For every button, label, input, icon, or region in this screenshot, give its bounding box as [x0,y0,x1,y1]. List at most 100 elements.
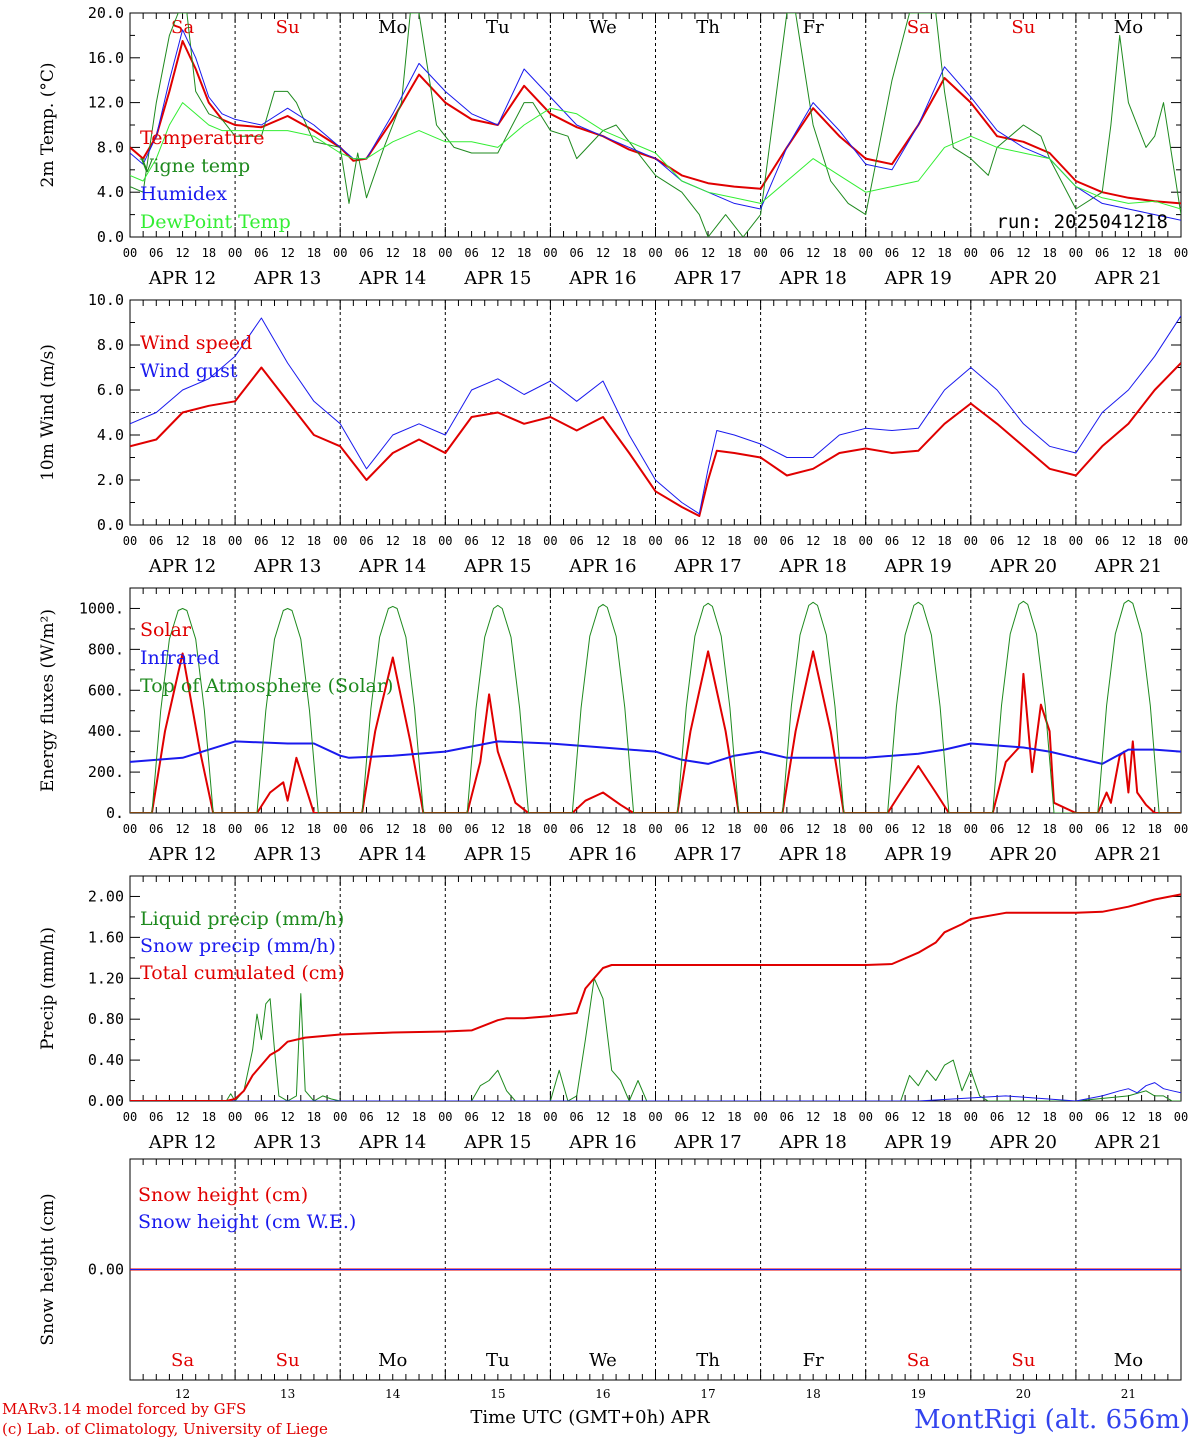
day-of-week-label: Su [276,1350,300,1371]
hour-tick-label: 18 [307,246,321,260]
date-label: APR 18 [779,844,847,865]
date-label: APR 17 [673,268,741,289]
hour-tick-label: 12 [280,822,294,836]
hour-tick-label: 18 [1147,822,1161,836]
hour-tick-label: 06 [149,1110,163,1124]
run-label: run: 2025041218 [996,211,1168,233]
hour-tick-label: 00 [1069,246,1083,260]
legend-entry: Wind gust [140,360,238,382]
date-label: APR 15 [463,1132,531,1153]
hour-tick-label: 06 [990,534,1004,548]
date-label: APR 16 [568,844,636,865]
y-tick-label: 8.0 [97,336,124,354]
day-of-week-label: Th [696,17,720,38]
hour-tick-label: 00 [438,822,452,836]
hour-tick-label: 06 [254,822,268,836]
hour-tick-label: 12 [701,1110,715,1124]
hour-tick-label: 06 [885,1110,899,1124]
hour-tick-label: 00 [333,1110,347,1124]
hour-tick-label: 18 [517,822,531,836]
hour-tick-label: 00 [1069,534,1083,548]
date-label: APR 14 [358,268,426,289]
date-label: APR 20 [989,844,1057,865]
hour-tick-label: 06 [1095,822,1109,836]
y-tick-label: 2.00 [88,887,124,905]
hour-tick-label: 18 [517,246,531,260]
y-axis-label: 10m Wind (m/s) [38,344,58,481]
hour-tick-label: 06 [359,822,373,836]
hour-tick-label: 00 [858,822,872,836]
hour-tick-label: 12 [491,246,505,260]
legend-entry: Wind speed [140,332,252,354]
hour-tick-label: 06 [359,1110,373,1124]
hour-tick-label: 12 [1121,246,1135,260]
hour-tick-label: 12 [1016,534,1030,548]
hour-tick-label: 18 [517,1110,531,1124]
hour-tick-label: 12 [1121,534,1135,548]
date-label: APR 19 [884,1132,952,1153]
hour-tick-label: 00 [543,246,557,260]
hour-tick-label: 06 [990,1110,1004,1124]
y-tick-label: 6.0 [97,381,124,399]
hour-tick-label: 06 [885,246,899,260]
y-tick-label: 800. [88,640,124,658]
hour-tick-label: 18 [412,246,426,260]
y-axis-label: 2m Temp. (°C) [38,62,58,187]
hour-tick-label: 12 [175,1110,189,1124]
hour-tick-label: 12 [701,246,715,260]
hour-tick-label: 06 [359,534,373,548]
date-label: APR 18 [779,556,847,577]
hour-tick-label: 18 [202,822,216,836]
panel-frame [129,587,1182,814]
hour-tick-label: 00 [858,534,872,548]
legend-entry: Snow height (cm) [138,1184,308,1206]
hour-tick-label: 18 [307,1110,321,1124]
hour-tick-label: 18 [622,1110,636,1124]
date-label: APR 13 [253,1132,321,1153]
day-of-week-label: We [589,17,617,38]
hour-tick-label: 06 [569,822,583,836]
day-of-week-label: Tu [486,1350,510,1371]
date-label: APR 17 [673,844,741,865]
day-number-label: 16 [595,1387,610,1401]
date-label: APR 14 [358,1132,426,1153]
day-of-week-label: Sa [907,1350,930,1371]
hour-tick-label: 18 [412,822,426,836]
y-tick-label: 0.80 [88,1010,124,1028]
hour-tick-label: 18 [832,246,846,260]
day-number-label: 12 [175,1387,190,1401]
hour-tick-label: 18 [622,822,636,836]
hour-tick-label: 06 [780,1110,794,1124]
hour-tick-label: 18 [727,1110,741,1124]
y-tick-label: 0.0 [97,228,124,246]
date-label: APR 15 [463,268,531,289]
hour-tick-label: 12 [491,1110,505,1124]
legend-entry: Infrared [140,647,220,669]
hour-tick-label: 00 [1174,534,1188,548]
date-label: APR 14 [358,844,426,865]
date-label: APR 19 [884,268,952,289]
day-of-week-label: Mo [1114,1350,1143,1371]
panel-2: 0.0 2.0 4.0 6.0 8.0 10.0 10m Wind (m/s) 00 06 12 1… [38,291,1188,577]
day-of-week-label: Sa [171,1350,194,1371]
hour-tick-label: 18 [937,822,951,836]
hour-tick-label: 18 [622,534,636,548]
hour-tick-label: 12 [701,534,715,548]
hour-tick-label: 06 [675,1110,689,1124]
hour-tick-label: 12 [386,822,400,836]
hour-tick-label: 12 [911,1110,925,1124]
hour-tick-label: 18 [202,534,216,548]
hour-tick-label: 12 [596,246,610,260]
hour-tick-label: 12 [1121,822,1135,836]
hour-tick-label: 06 [149,822,163,836]
legend-entry: Solar [140,619,192,641]
hour-tick-label: 00 [648,246,662,260]
series-line-vigne-temp [130,13,1181,237]
date-label: APR 21 [1094,556,1162,577]
date-label: APR 19 [884,556,952,577]
legend-entry: Snow precip (mm/h) [140,935,336,957]
y-tick-label: 20.0 [88,4,124,22]
hour-tick-label: 12 [806,534,820,548]
hour-tick-label: 12 [280,246,294,260]
